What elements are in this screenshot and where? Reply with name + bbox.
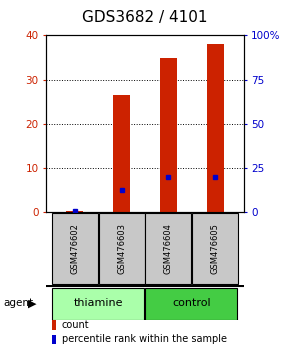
Bar	[160, 57, 177, 212]
Text: GSM476604: GSM476604	[164, 223, 173, 274]
Text: count: count	[62, 320, 89, 330]
FancyBboxPatch shape	[52, 213, 97, 284]
Text: thiamine: thiamine	[73, 298, 123, 308]
Bar	[207, 44, 224, 212]
FancyBboxPatch shape	[99, 213, 144, 284]
Text: GSM476602: GSM476602	[70, 223, 79, 274]
Bar	[66, 211, 83, 212]
FancyBboxPatch shape	[193, 213, 238, 284]
Text: percentile rank within the sample: percentile rank within the sample	[62, 335, 227, 344]
FancyBboxPatch shape	[146, 288, 238, 320]
Text: ▶: ▶	[28, 298, 36, 308]
Text: control: control	[173, 298, 211, 308]
Text: GSM476605: GSM476605	[211, 223, 220, 274]
Text: GDS3682 / 4101: GDS3682 / 4101	[82, 10, 208, 25]
FancyBboxPatch shape	[52, 288, 144, 320]
Text: agent: agent	[3, 298, 33, 308]
Text: GSM476603: GSM476603	[117, 223, 126, 274]
FancyBboxPatch shape	[146, 213, 191, 284]
Bar	[113, 95, 130, 212]
